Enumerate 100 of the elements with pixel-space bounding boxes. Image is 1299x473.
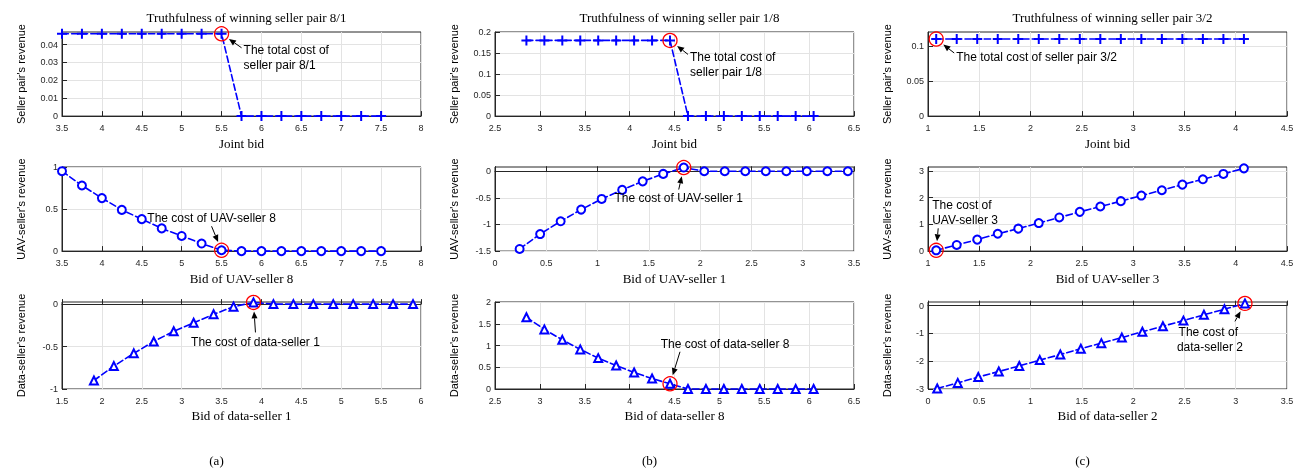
y-tick-label: 0	[485, 111, 491, 122]
x-axis-title: Bid of UAV-seller 3	[1055, 271, 1160, 286]
x-tick-label: 4.5	[135, 257, 149, 268]
x-axis-title: Bid of data-seller 2	[1057, 408, 1158, 423]
x-axis-title: Joint bid	[651, 136, 698, 151]
point	[57, 166, 67, 177]
annotation: The total cost of seller pair 1/8	[690, 49, 779, 79]
y-tick-label: 1	[485, 340, 491, 351]
y-tick-label: 0.05	[906, 76, 924, 87]
point	[557, 334, 568, 345]
point	[256, 246, 267, 257]
annotation: The cost of UAV-seller 1	[614, 190, 744, 205]
x-axis-title: Bid of data-seller 1	[191, 408, 292, 423]
x-tick-label: 2	[1130, 395, 1136, 406]
x-tick-label: 4	[1233, 122, 1239, 133]
point	[539, 324, 550, 335]
x-tick-label: 0	[492, 257, 498, 268]
point	[781, 166, 792, 177]
x-axis-title: Bid of data-seller 8	[624, 408, 725, 423]
point	[992, 228, 1003, 239]
x-tick-label: 1.5	[1075, 395, 1089, 406]
point	[1136, 190, 1147, 201]
y-axis-title: Data-seller's revenue	[447, 293, 460, 398]
point	[168, 326, 179, 337]
x-axis-title: Bid of UAV-seller 1	[622, 271, 727, 286]
x-tick-label: 1.5	[973, 257, 986, 268]
point	[1197, 174, 1208, 185]
point	[236, 246, 247, 257]
point	[1096, 338, 1107, 349]
point	[740, 166, 751, 177]
x-axis-title: Bid of UAV-seller 8	[189, 271, 294, 286]
y-tick-label: 1	[918, 219, 924, 230]
x-tick-label: 3.5	[215, 395, 228, 406]
x-tick-label: 7.5	[374, 257, 388, 268]
annotation: The total cost of seller pair 8/1	[243, 43, 333, 73]
x-tick-label: 2.5	[745, 257, 758, 268]
chart-title: Truthfulness of winning seller pair 1/8	[579, 10, 780, 25]
x-tick-label: 2.5	[1075, 257, 1089, 268]
x-tick-label: 8	[418, 257, 424, 268]
point	[388, 299, 399, 310]
x-tick-label: 4	[1233, 257, 1239, 268]
x-tick-label: 4.5	[1280, 257, 1294, 268]
point	[521, 312, 532, 323]
point	[408, 299, 419, 310]
x-tick-label: 3	[537, 122, 543, 133]
x-tick-label: 4.5	[135, 122, 149, 133]
x-tick-label: 4.5	[295, 395, 308, 406]
annotation: The cost of data-seller 1	[191, 335, 321, 350]
x-tick-label: 3.5	[55, 257, 69, 268]
x-tick-label: 3	[537, 395, 543, 406]
y-tick-label: 2	[918, 192, 924, 203]
point	[1074, 206, 1085, 217]
point	[951, 239, 962, 250]
x-tick-label: 1.5	[642, 257, 656, 268]
point	[268, 299, 279, 310]
y-tick-label: 0	[918, 111, 924, 122]
point	[196, 238, 207, 249]
y-tick-label: -1	[482, 219, 491, 230]
y-axis-title: Data-seller's revenue	[14, 293, 27, 398]
point	[952, 377, 963, 388]
x-tick-label: 5.5	[215, 122, 228, 133]
point	[1219, 304, 1230, 315]
point	[296, 246, 307, 257]
x-tick-label: 1	[925, 257, 931, 268]
x-tick-label: 4	[258, 395, 264, 406]
y-tick-label: 0.5	[478, 362, 491, 373]
x-tick-label: 3	[1233, 395, 1239, 406]
point	[822, 166, 833, 177]
x-tick-label: 5.5	[757, 395, 771, 406]
annotation: The cost of data-seller 8	[660, 336, 790, 351]
y-tick-label: 3	[918, 166, 924, 176]
y-tick-label: -1	[49, 384, 58, 394]
y-tick-label: 0.05	[473, 90, 491, 101]
point	[1033, 218, 1044, 229]
x-tick-label: 0.5	[540, 257, 553, 268]
y-tick-label: -3	[915, 384, 924, 394]
point	[1014, 360, 1025, 371]
y-tick-label: 0.15	[473, 48, 491, 59]
x-tick-label: 5	[716, 395, 722, 406]
x-tick-label: 3	[1130, 257, 1136, 268]
x-tick-label: 2.5	[488, 122, 502, 133]
point	[1054, 212, 1065, 223]
x-tick-label: 3.5	[1178, 257, 1191, 268]
x-tick-label: 2	[697, 257, 703, 268]
point	[647, 373, 658, 384]
x-tick-label: 4	[99, 257, 105, 268]
x-tick-label: 4	[627, 395, 633, 406]
x-tick-label: 3	[800, 257, 806, 268]
y-tick-label: 0	[52, 299, 58, 310]
point	[1137, 326, 1148, 337]
x-tick-label: 4.5	[668, 122, 681, 133]
y-axis-title: Seller pair's revenue	[14, 24, 27, 125]
y-tick-label: 0.5	[45, 204, 58, 215]
x-tick-label: 3.5	[578, 122, 592, 133]
y-tick-label: 0.2	[478, 27, 491, 37]
y-tick-label: 0.01	[40, 93, 58, 104]
x-tick-label: 5	[716, 122, 722, 133]
x-tick-label: 2.5	[135, 395, 149, 406]
point	[176, 230, 187, 241]
point	[376, 246, 387, 257]
